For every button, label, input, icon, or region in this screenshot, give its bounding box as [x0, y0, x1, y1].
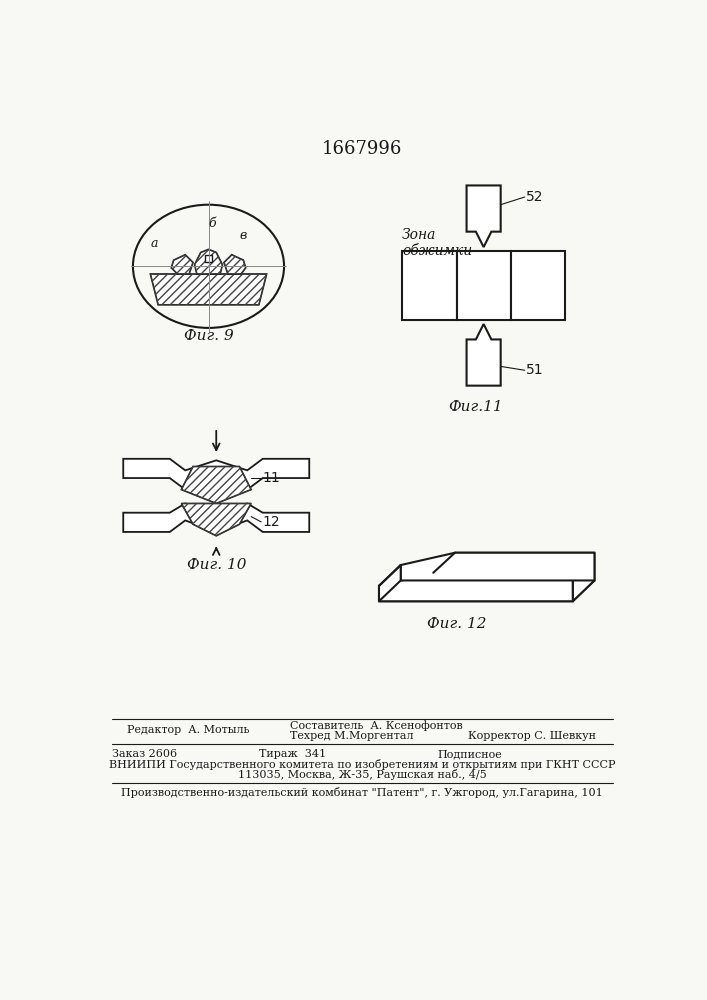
Text: Редактор  А. Мотыль: Редактор А. Мотыль [127, 725, 250, 735]
Polygon shape [379, 573, 573, 601]
Ellipse shape [133, 205, 284, 328]
Polygon shape [123, 459, 309, 490]
Polygon shape [467, 324, 501, 386]
Text: Подписное: Подписное [437, 749, 502, 759]
Text: 113035, Москва, Ж-35, Раушская наб., 4/5: 113035, Москва, Ж-35, Раушская наб., 4/5 [238, 769, 486, 780]
Polygon shape [401, 553, 595, 580]
Text: Корректор С. Шевкун: Корректор С. Шевкун [468, 731, 596, 741]
Polygon shape [224, 255, 246, 274]
Text: Заказ 2606: Заказ 2606 [112, 749, 177, 759]
Text: Техред М.Моргентал: Техред М.Моргентал [290, 731, 414, 741]
Text: в: в [240, 229, 247, 242]
Bar [402, 251, 457, 320]
Text: Зона
обжимки: Зона обжимки [402, 228, 472, 258]
Polygon shape [123, 503, 309, 532]
Polygon shape [194, 249, 223, 274]
Polygon shape [379, 565, 401, 601]
Text: ВНИИПИ Государственного комитета по изобретениям и открытиям при ГКНТ СССР: ВНИИПИ Государственного комитета по изоб… [109, 759, 615, 770]
Polygon shape [467, 185, 501, 247]
Text: 1667996: 1667996 [322, 140, 402, 158]
Text: 52: 52 [526, 190, 544, 204]
Text: Производственно-издательский комбинат "Патент", г. Ужгород, ул.Гагарина, 101: Производственно-издательский комбинат "П… [121, 787, 603, 798]
Bar [457, 251, 510, 320]
Bar [510, 251, 565, 320]
Text: Фиг.11: Фиг.11 [448, 400, 503, 414]
Text: Фиг. 9: Фиг. 9 [184, 329, 233, 343]
Text: 51: 51 [526, 363, 544, 377]
Polygon shape [433, 553, 595, 573]
Polygon shape [151, 274, 267, 305]
Text: б: б [209, 217, 216, 230]
Text: Фиг. 12: Фиг. 12 [427, 617, 486, 631]
Text: Составитель  А. Ксенофонтов: Составитель А. Ксенофонтов [290, 720, 462, 731]
Text: 12: 12 [263, 515, 281, 529]
Text: а: а [151, 237, 158, 250]
Polygon shape [182, 466, 251, 503]
Polygon shape [182, 503, 251, 536]
Polygon shape [204, 255, 212, 262]
Polygon shape [171, 255, 193, 274]
Text: Фиг. 10: Фиг. 10 [187, 558, 246, 572]
Polygon shape [379, 580, 595, 601]
Text: Тираж  341: Тираж 341 [259, 749, 326, 759]
Text: 11: 11 [263, 471, 281, 485]
Polygon shape [573, 553, 595, 601]
